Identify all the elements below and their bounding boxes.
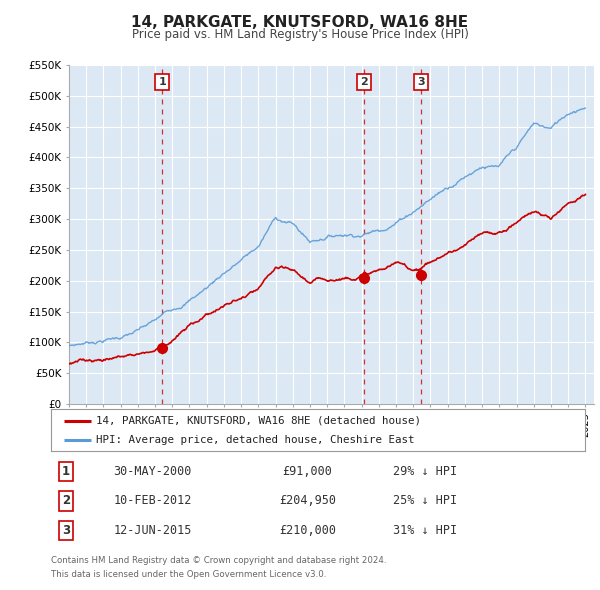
Text: 2: 2 bbox=[62, 494, 70, 507]
Text: Price paid vs. HM Land Registry's House Price Index (HPI): Price paid vs. HM Land Registry's House … bbox=[131, 28, 469, 41]
Text: HPI: Average price, detached house, Cheshire East: HPI: Average price, detached house, Ches… bbox=[97, 435, 415, 445]
Text: 14, PARKGATE, KNUTSFORD, WA16 8HE: 14, PARKGATE, KNUTSFORD, WA16 8HE bbox=[131, 15, 469, 30]
Text: 29% ↓ HPI: 29% ↓ HPI bbox=[393, 465, 457, 478]
Text: 31% ↓ HPI: 31% ↓ HPI bbox=[393, 524, 457, 537]
Text: This data is licensed under the Open Government Licence v3.0.: This data is licensed under the Open Gov… bbox=[51, 571, 326, 579]
Text: 1: 1 bbox=[62, 465, 70, 478]
Text: 12-JUN-2015: 12-JUN-2015 bbox=[113, 524, 191, 537]
Text: £210,000: £210,000 bbox=[279, 524, 336, 537]
Text: 14, PARKGATE, KNUTSFORD, WA16 8HE (detached house): 14, PARKGATE, KNUTSFORD, WA16 8HE (detac… bbox=[97, 416, 421, 426]
Text: 30-MAY-2000: 30-MAY-2000 bbox=[113, 465, 191, 478]
Text: £91,000: £91,000 bbox=[283, 465, 332, 478]
Text: 2: 2 bbox=[359, 77, 367, 87]
Text: 1: 1 bbox=[158, 77, 166, 87]
Text: £204,950: £204,950 bbox=[279, 494, 336, 507]
Text: 25% ↓ HPI: 25% ↓ HPI bbox=[393, 494, 457, 507]
Text: 3: 3 bbox=[62, 524, 70, 537]
Text: 3: 3 bbox=[417, 77, 425, 87]
Text: Contains HM Land Registry data © Crown copyright and database right 2024.: Contains HM Land Registry data © Crown c… bbox=[51, 556, 386, 565]
Text: 10-FEB-2012: 10-FEB-2012 bbox=[113, 494, 191, 507]
